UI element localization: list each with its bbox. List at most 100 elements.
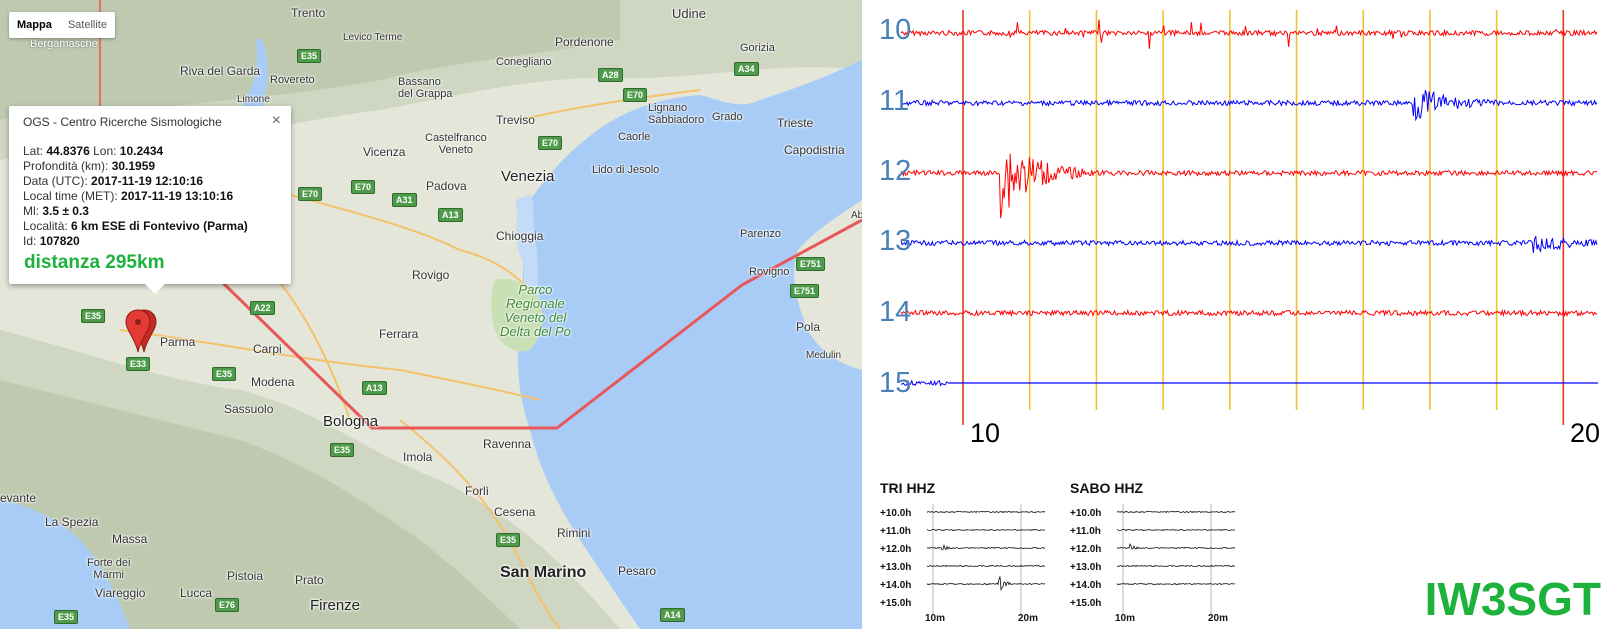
depth-value: 30.1959: [111, 159, 156, 173]
place-label: Riva del Garda: [180, 64, 261, 78]
road-shield: E76: [215, 598, 240, 612]
mini-trace: [1116, 564, 1236, 568]
place-label: Medulin: [806, 350, 842, 361]
date-label: Data (UTC):: [23, 174, 88, 188]
info-details: Lat: 44.8376 Lon: 10.2434 Profondità (km…: [23, 144, 248, 249]
place-label: Parma: [160, 335, 196, 349]
row-label: +15.0h: [1070, 598, 1102, 609]
epicenter-marker-icon[interactable]: [124, 308, 164, 354]
mini-trace: [926, 510, 1046, 514]
row-label: +11.0h: [1070, 526, 1101, 537]
place-label: Firenze: [310, 597, 361, 614]
place-label: Levico Terme: [343, 32, 403, 43]
road-shield: E35: [496, 533, 521, 547]
tri-hhz-panel: TRI HHZ +10.0h +11.0h +12.0h +13.0h +14.…: [880, 480, 1050, 629]
x-tick-label: 10m: [925, 613, 946, 624]
trace-10: [900, 19, 1598, 49]
map-type-map-button[interactable]: Mappa: [17, 19, 52, 31]
place-label: Trento: [291, 6, 326, 20]
x-tick-label: 10: [970, 418, 1001, 448]
road-shield: A13: [362, 381, 387, 395]
road-shield: A22: [250, 301, 275, 315]
x-tick-label: 20m: [1018, 613, 1039, 624]
place-label: Lignano Sabbiadoro: [648, 102, 705, 126]
place-label: Pesaro: [618, 564, 657, 578]
place-label: Udine: [672, 6, 706, 21]
place-label: Pistoia: [227, 569, 264, 583]
channel-label: 11: [879, 85, 910, 117]
place-label: Ferrara: [379, 327, 419, 341]
place-label: Rovereto: [270, 74, 315, 86]
date-value: 2017-11-19 12:10:16: [91, 174, 204, 188]
depth-label: Profondità (km):: [23, 159, 109, 173]
mini-trace: [1116, 510, 1236, 514]
place-label: Rimini: [557, 526, 591, 540]
sabo-hhz-panel: SABO HHZ +10.0h +11.0h +12.0h +13.0h +14…: [1070, 480, 1240, 629]
x-tick-label: 20m: [1208, 613, 1229, 624]
road-shield: E70: [298, 187, 323, 201]
lat-label: Lat:: [23, 144, 44, 158]
lon-label: Lon:: [93, 144, 117, 158]
mini-trace: [1116, 528, 1236, 532]
channel-label: 12: [879, 155, 912, 187]
place-label: Gorizia: [740, 42, 775, 54]
map-type-satellite-button[interactable]: Satellite: [67, 19, 107, 31]
road-shield: A13: [438, 208, 463, 222]
place-label: Lido di Jesolo: [592, 164, 660, 176]
trace-12: [900, 153, 1598, 219]
place-label: Parenzo: [740, 228, 781, 240]
trace-14: [900, 308, 1598, 318]
sabo-hhz-traces: [1116, 504, 1236, 614]
row-label: +14.0h: [1070, 580, 1102, 591]
road-shield: E35: [81, 309, 106, 323]
row-label: +12.0h: [1070, 544, 1102, 555]
map-background: [0, 0, 862, 629]
channel-label: 14: [879, 296, 912, 328]
place-label: Pola: [796, 320, 821, 334]
place-label: Conegliano: [496, 56, 552, 68]
place-label: Bassano del Grappa: [398, 76, 453, 100]
panel-title: TRI HHZ: [880, 480, 936, 496]
mini-trace: [926, 543, 1046, 551]
callsign-signature: IW3SGT: [1424, 573, 1601, 625]
place-label: Treviso: [496, 113, 535, 127]
road-shield: E33: [126, 357, 151, 371]
row-label: +10.0h: [1070, 508, 1102, 519]
road-shield: E70: [623, 88, 648, 102]
park-label: Parco Regionale Veneto del Delta del Po: [500, 282, 571, 339]
map-view[interactable]: Trento Udine Pordenone Conegliano Gorizi…: [0, 0, 862, 629]
road-shield: A34: [734, 62, 759, 76]
place-label: Vicenza: [363, 145, 406, 159]
road-shield: E35: [212, 367, 237, 381]
row-label: +10.0h: [880, 508, 912, 519]
row-label: +14.0h: [880, 580, 912, 591]
location-label: Località:: [23, 219, 68, 233]
local-time-value: 2017-11-19 13:10:16: [121, 189, 234, 203]
place-label: Carpi: [253, 342, 282, 356]
channel-label: 10: [879, 14, 912, 46]
trace-13: [900, 234, 1598, 253]
place-label: Ravenna: [483, 437, 532, 451]
place-label: La Spezia: [45, 515, 99, 529]
mini-trace: [1116, 582, 1236, 586]
row-label: +15.0h: [880, 598, 912, 609]
distance-text: distanza 295km: [24, 252, 165, 273]
place-label: Bergamasche: [30, 38, 98, 50]
place-label: Forte dei Marmi: [87, 557, 131, 581]
place-label: Sassuolo: [224, 402, 274, 416]
channel-label: 13: [879, 225, 912, 257]
tri-hhz-traces: [926, 504, 1046, 614]
distance-route: [220, 218, 862, 430]
road-shield: A31: [392, 193, 417, 207]
close-icon[interactable]: ×: [271, 112, 281, 129]
row-label: +12.0h: [880, 544, 912, 555]
local-time-label: Local time (MET):: [23, 189, 118, 203]
place-label: Cesena: [494, 505, 536, 519]
mini-trace: [926, 528, 1046, 532]
place-label: Viareggio: [95, 586, 146, 600]
magnitude-label: Ml:: [23, 204, 39, 218]
place-label: Pordenone: [555, 35, 614, 49]
road-shield: E751: [796, 257, 826, 271]
location-value: 6 km ESE di Fontevivo (Parma): [71, 219, 248, 233]
trace-11: [900, 89, 1598, 122]
